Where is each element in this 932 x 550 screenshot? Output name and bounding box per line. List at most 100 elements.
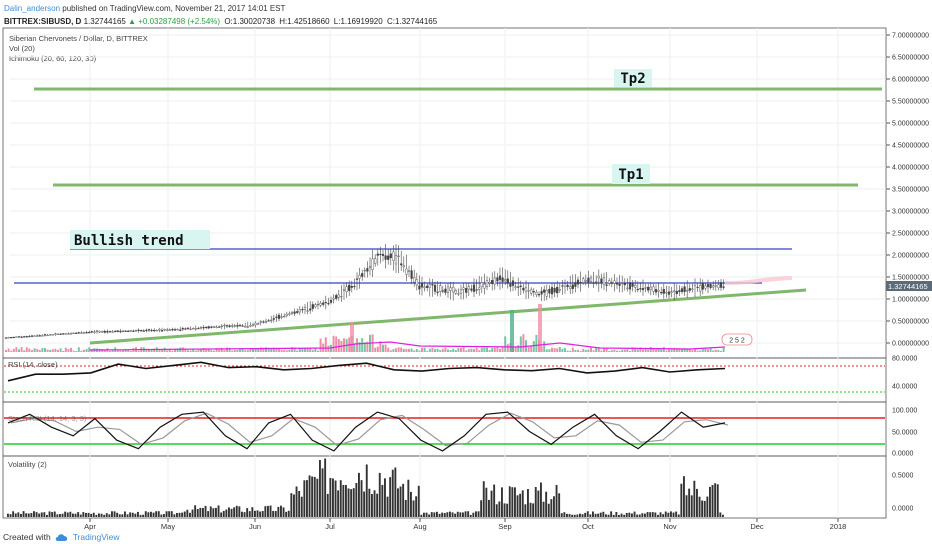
volume-bar xyxy=(670,349,673,352)
price-change: +0.03287498 (+2.54%) xyxy=(138,17,221,26)
volume-bar xyxy=(486,347,488,352)
volume-bar xyxy=(194,350,197,352)
candle-body xyxy=(355,278,359,280)
candle-body xyxy=(236,325,239,327)
candle-body xyxy=(496,277,499,282)
volume-bar xyxy=(296,350,299,352)
volume-bar xyxy=(324,337,327,352)
volatility-bar xyxy=(220,512,223,517)
volume-bar xyxy=(634,348,637,352)
volatility-bar xyxy=(423,512,425,517)
volatility-bar xyxy=(605,514,607,517)
volatility-bar xyxy=(433,512,436,517)
candle-body xyxy=(316,303,320,306)
volume-bar xyxy=(618,350,621,352)
volume-bar xyxy=(38,349,41,352)
volatility-bar xyxy=(683,476,685,517)
candle-body xyxy=(132,330,135,332)
volatility-bar xyxy=(22,511,25,517)
volume-bar xyxy=(231,350,234,352)
volatility-bar xyxy=(313,476,316,517)
candle-body xyxy=(535,292,538,295)
volatility-bar xyxy=(92,512,95,517)
y-tick-label: 50.0000 xyxy=(892,430,917,437)
candle-body xyxy=(379,253,382,256)
candle-body xyxy=(699,285,702,292)
volatility-bar xyxy=(30,513,33,517)
volatility-bar xyxy=(261,511,264,517)
volume-bar xyxy=(207,349,210,352)
author-link[interactable]: Dalin_anderson xyxy=(4,4,61,13)
volatility-bar xyxy=(319,460,321,517)
volume-bar xyxy=(454,350,457,352)
volume-bar xyxy=(239,349,241,352)
volatility-bar xyxy=(438,513,441,517)
candle-body xyxy=(595,281,598,283)
volume-bar xyxy=(714,349,717,352)
volume-bar xyxy=(522,334,525,352)
candle-body xyxy=(371,258,374,271)
candle-body xyxy=(478,287,481,290)
volume-bar xyxy=(59,348,62,352)
candle-body xyxy=(537,294,541,296)
candle-body xyxy=(103,330,106,333)
candle-body xyxy=(423,286,426,289)
trendline[interactable] xyxy=(89,288,807,345)
y-tick-label: 6.00000000 xyxy=(892,77,929,84)
candle-body xyxy=(556,286,559,294)
low-label: L: xyxy=(333,17,341,26)
y-tick-label: 1.50000000 xyxy=(892,275,929,282)
candle-body xyxy=(558,289,561,291)
volume-bar xyxy=(249,349,252,352)
candle-body xyxy=(124,330,127,332)
candle-body xyxy=(439,285,442,292)
volume-bar xyxy=(423,347,426,352)
volume-bar xyxy=(124,348,127,352)
candle-body xyxy=(7,337,10,339)
volatility-bar xyxy=(599,512,602,517)
tradingview-link[interactable]: TradingView xyxy=(72,532,120,542)
volatility-bar xyxy=(77,512,80,517)
volume-bar xyxy=(153,348,156,352)
volatility-bar xyxy=(189,512,191,517)
volatility-bar xyxy=(667,512,670,517)
volume-bar xyxy=(33,348,36,352)
candle-body xyxy=(140,330,143,332)
volume-bar xyxy=(265,347,267,352)
volatility-bar xyxy=(100,513,103,517)
volatility-bar xyxy=(373,490,376,517)
volume-bar xyxy=(314,347,317,352)
volatility-title: Volatility (2) xyxy=(8,460,47,469)
candle-body xyxy=(680,288,684,292)
volatility-bar xyxy=(98,513,100,517)
event-badge[interactable] xyxy=(721,333,753,346)
volatility-bar xyxy=(477,511,480,517)
volume-bar xyxy=(384,344,387,352)
volume-bar xyxy=(31,350,33,352)
volume-bar xyxy=(262,347,265,352)
volatility-bar xyxy=(137,511,139,517)
volatility-bar xyxy=(241,511,243,517)
volatility-bar xyxy=(371,493,373,517)
volatility-bar xyxy=(303,480,306,517)
candle-body xyxy=(267,320,270,322)
candle-body xyxy=(553,287,556,293)
candle-body xyxy=(309,308,312,311)
candle-body xyxy=(441,290,444,292)
candle-body xyxy=(296,311,299,313)
volume-bar xyxy=(675,349,678,352)
candle-body xyxy=(337,294,340,298)
volatility-bar xyxy=(675,511,678,517)
volatility-bar xyxy=(256,510,259,517)
volume-bar xyxy=(444,347,447,352)
candle-body xyxy=(644,287,647,289)
candle-body xyxy=(488,282,491,284)
candle-body xyxy=(415,279,418,286)
candle-body xyxy=(678,290,681,293)
volatility-bar xyxy=(706,496,709,517)
volume-bar xyxy=(257,348,260,352)
volatility-bar xyxy=(566,513,568,517)
candle-body xyxy=(407,270,411,272)
volatility-bar xyxy=(620,513,623,517)
